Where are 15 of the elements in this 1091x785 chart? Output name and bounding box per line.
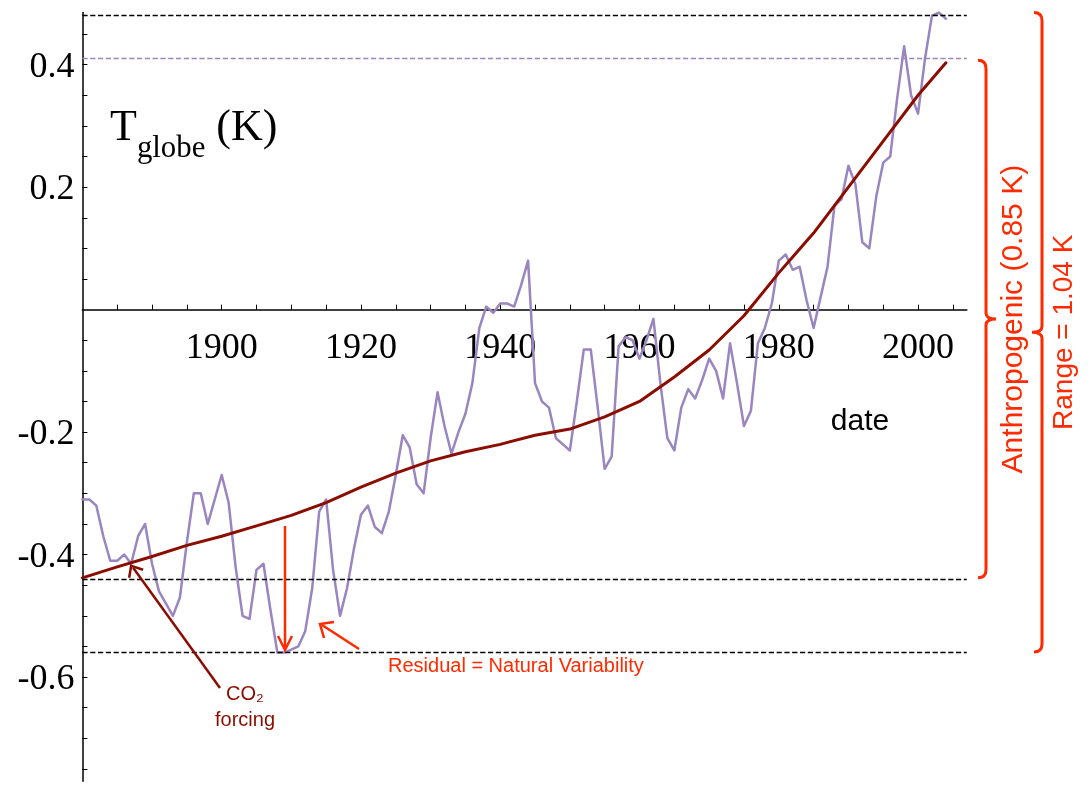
x-axis-title: date bbox=[830, 403, 890, 436]
text: Range = 1.04 K bbox=[1047, 234, 1078, 430]
y-tick-label: -0.2 bbox=[17, 412, 75, 453]
x-tick-label: 1900 bbox=[185, 325, 258, 366]
y-axis-title: T$_{globe}$ (K) bbox=[110, 101, 278, 164]
y-tick-label: 0.2 bbox=[29, 167, 75, 208]
x-tick-label: 1980 bbox=[742, 325, 815, 366]
annotation: CO₂ forcing bbox=[214, 682, 276, 730]
x-tick-label: 1920 bbox=[324, 325, 397, 366]
annotation: Residual = Natural Variability bbox=[388, 654, 644, 676]
y-tick-label: -0.6 bbox=[17, 657, 75, 698]
x-tick-label: 2000 bbox=[882, 325, 955, 366]
y-tick-label: -0.4 bbox=[17, 534, 75, 575]
y-tick-label: 0.4 bbox=[29, 44, 75, 85]
text: Anthropogenic (0.85 K) bbox=[995, 164, 1028, 474]
